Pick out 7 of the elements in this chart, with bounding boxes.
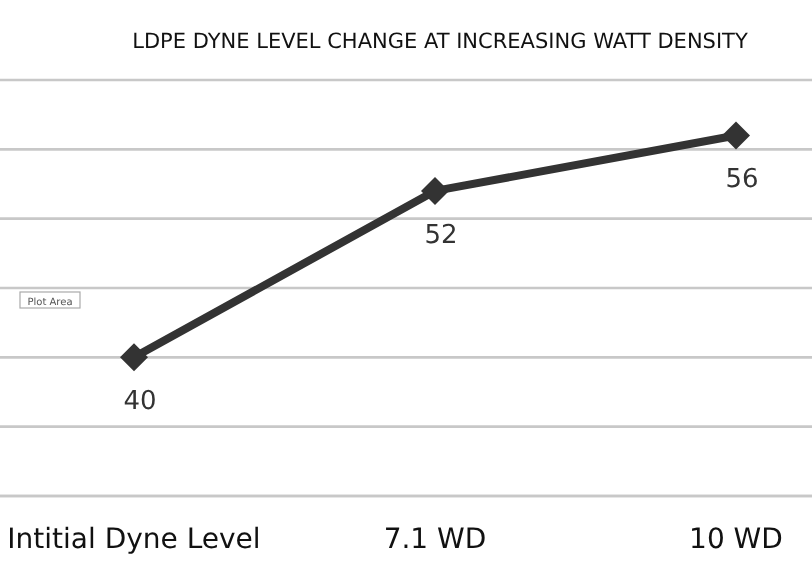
data-label: 56 xyxy=(725,165,759,196)
data-label: 52 xyxy=(424,220,458,251)
x-tick-label: 7.1 WD xyxy=(383,524,487,556)
x-tick-label: 10 WD xyxy=(689,524,783,556)
x-tick-label: Intitial Dyne Level xyxy=(7,524,261,556)
chart-title: LDPE DYNE LEVEL CHANGE AT INCREASING WATT DENSITY xyxy=(132,30,749,54)
data-label: 40 xyxy=(123,387,157,418)
